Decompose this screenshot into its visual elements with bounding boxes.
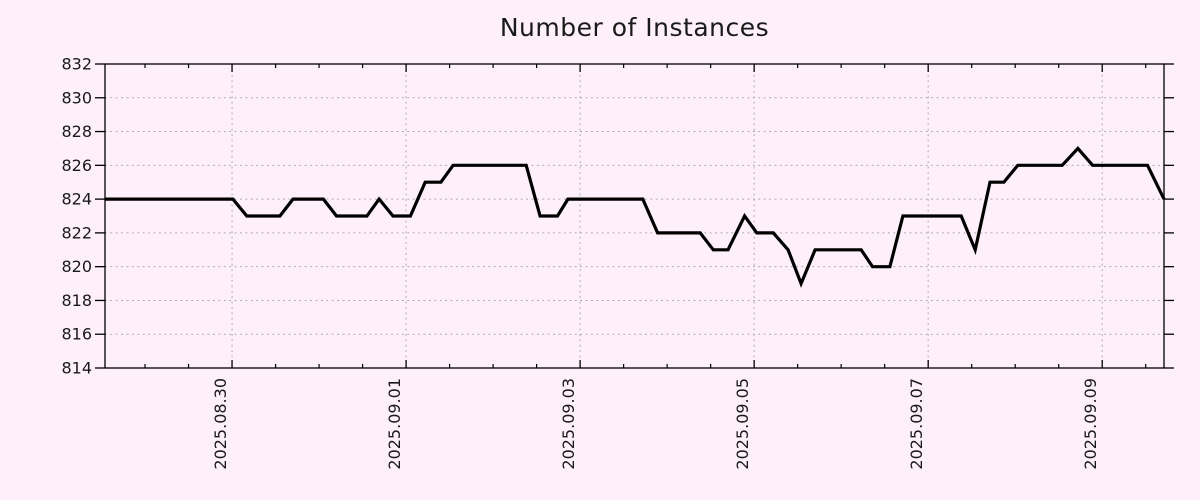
y-tick-label: 826: [61, 156, 92, 175]
plot-border: [104, 63, 1165, 369]
y-tick-label: 824: [61, 190, 92, 209]
x-tick-label: 2025.08.30: [211, 378, 230, 470]
x-tick-label: 2025.09.01: [385, 378, 404, 470]
y-tick-label: 822: [61, 223, 92, 242]
x-tick-label: 2025.09.03: [559, 378, 578, 470]
x-tick-label: 2025.09.05: [733, 378, 752, 470]
y-tick-label: 820: [61, 257, 92, 276]
y-tick-label: 814: [61, 359, 92, 378]
data-line: [105, 146, 1166, 288]
y-tick-label: 832: [61, 55, 92, 74]
y-tick-label: 830: [61, 88, 92, 107]
x-tick-label: 2025.09.09: [1081, 378, 1100, 470]
y-tick-label: 816: [61, 325, 92, 344]
x-tick-label: 2025.09.07: [907, 378, 926, 470]
y-tick-label: 818: [61, 291, 92, 310]
chart-title: Number of Instances: [499, 13, 770, 42]
y-tick-label: 828: [61, 122, 92, 141]
